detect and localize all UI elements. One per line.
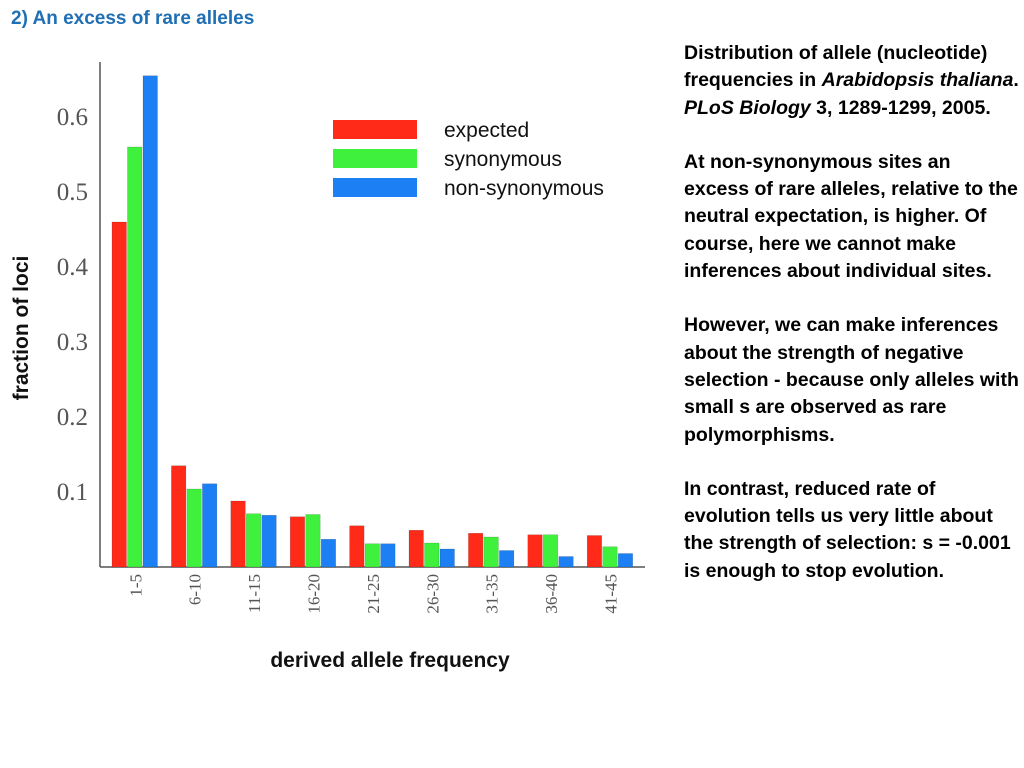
bar-expected-21-25 xyxy=(350,526,365,567)
bar-non-synonymous-21-25 xyxy=(381,544,396,567)
bar-non-synonymous-6-10 xyxy=(202,484,217,567)
legend-swatch-synonymous xyxy=(333,149,417,168)
bar-synonymous-11-15 xyxy=(246,514,260,567)
bar-expected-36-40 xyxy=(528,535,543,567)
bar-expected-1-5 xyxy=(112,222,127,567)
bar-synonymous-36-40 xyxy=(543,535,558,567)
bar-synonymous-16-20 xyxy=(306,515,321,568)
bar-expected-16-20 xyxy=(290,517,305,567)
citation-post: 3, 1289-1299, 2005. xyxy=(811,97,991,119)
bar-synonymous-41-45 xyxy=(603,547,618,567)
bar-non-synonymous-31-35 xyxy=(499,551,514,568)
y-tick-label: 0.4 xyxy=(57,254,89,281)
bar-synonymous-26-30 xyxy=(425,543,440,567)
citation-mid: . xyxy=(1013,69,1018,91)
x-axis-label: derived allele frequency xyxy=(270,649,510,672)
bar-expected-11-15 xyxy=(231,501,246,567)
bar-synonymous-6-10 xyxy=(187,489,202,567)
y-tick-label: 0.2 xyxy=(57,404,88,431)
bar-non-synonymous-11-15 xyxy=(262,515,277,567)
bar-synonymous-31-35 xyxy=(484,537,499,567)
bar-expected-6-10 xyxy=(171,466,186,567)
bar-synonymous-21-25 xyxy=(365,544,380,567)
x-tick-label: 31-35 xyxy=(483,574,502,614)
x-tick-label: 21-25 xyxy=(364,574,383,614)
y-tick-label: 0.1 xyxy=(57,479,88,506)
paragraph-1: At non-synonymous sites an excess of rar… xyxy=(684,149,1020,285)
bar-synonymous-1-5 xyxy=(128,147,143,567)
x-tick-label: 11-15 xyxy=(245,574,264,613)
citation-species: Arabidopsis thaliana xyxy=(822,69,1014,91)
legend-label-non-synonymous: non-synonymous xyxy=(444,177,604,200)
bar-expected-26-30 xyxy=(409,530,424,567)
citation: Distribution of allele (nucleotide) freq… xyxy=(684,40,1020,122)
y-tick-label: 0.5 xyxy=(57,179,88,206)
x-tick-label: 1-5 xyxy=(126,574,145,597)
bar-non-synonymous-1-5 xyxy=(143,76,158,567)
notes-panel: Distribution of allele (nucleotide) freq… xyxy=(684,40,1020,612)
bar-expected-31-35 xyxy=(468,533,483,567)
x-tick-label: 41-45 xyxy=(601,574,620,614)
x-tick-label: 6-10 xyxy=(186,574,205,605)
legend-swatch-expected xyxy=(333,120,417,139)
legend-swatch-non-synonymous xyxy=(333,178,417,197)
bar-non-synonymous-36-40 xyxy=(559,557,574,568)
bar-non-synonymous-16-20 xyxy=(321,539,336,567)
x-tick-label: 26-30 xyxy=(423,574,442,614)
bar-expected-41-45 xyxy=(587,536,602,568)
y-tick-label: 0.6 xyxy=(57,104,88,131)
paragraph-3: In contrast, reduced rate of evolution t… xyxy=(684,476,1020,585)
citation-journal: PLoS Biology xyxy=(684,97,811,119)
bar-chart: 0.1 0.2 0.3 0.4 0.5 0.6 fraction of loci 1-5 6-1… xyxy=(0,40,672,690)
slide-title: 2) An excess of rare alleles xyxy=(11,8,254,30)
x-tick-label: 36-40 xyxy=(542,574,561,614)
bar-non-synonymous-26-30 xyxy=(440,549,455,567)
x-tick-label: 16-20 xyxy=(304,574,323,614)
paragraph-2: However, we can make inferences about th… xyxy=(684,312,1020,448)
legend-label-expected: expected xyxy=(444,119,529,142)
bar-non-synonymous-41-45 xyxy=(618,554,633,568)
y-tick-label: 0.3 xyxy=(57,329,88,356)
y-axis-label: fraction of loci xyxy=(10,256,33,401)
legend-label-synonymous: synonymous xyxy=(444,148,562,171)
